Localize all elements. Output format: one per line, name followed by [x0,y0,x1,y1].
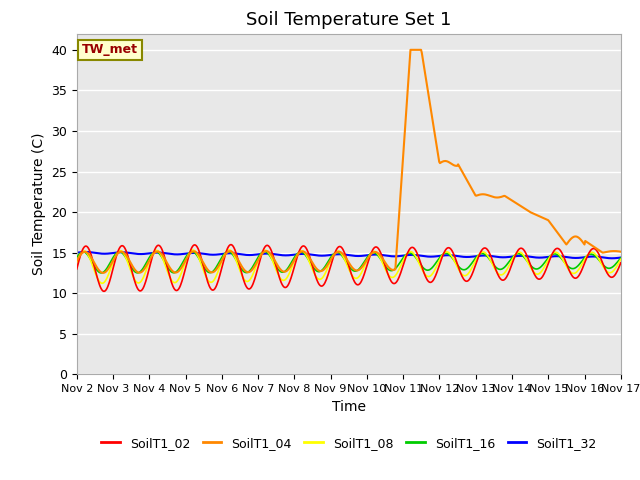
SoilT1_32 [140,251,147,257]
SoilT1_02 [417,259,424,265]
Line: SoilT1_02: SoilT1_02 [77,245,621,291]
Line: SoilT1_16: SoilT1_16 [77,252,621,273]
SoilT1_32 [223,251,231,256]
SoilT1_08 [417,263,424,269]
SoilT1_32 [84,249,92,255]
SoilT1_04 [617,249,625,254]
Line: SoilT1_32: SoilT1_32 [77,252,621,258]
SoilT1_16 [195,255,202,261]
Text: TW_met: TW_met [82,43,138,56]
SoilT1_08 [223,248,231,253]
SoilT1_02 [195,247,202,253]
SoilT1_32 [609,255,616,261]
Line: SoilT1_04: SoilT1_04 [77,50,621,273]
SoilT1_16 [260,249,268,254]
SoilT1_04 [83,250,90,255]
SoilT1_08 [140,275,147,280]
Title: Soil Temperature Set 1: Soil Temperature Set 1 [246,11,451,29]
SoilT1_16 [617,255,625,261]
SoilT1_16 [433,260,440,265]
SoilT1_32 [81,249,89,255]
SoilT1_08 [73,259,81,265]
SoilT1_04 [140,267,147,273]
SoilT1_04 [433,140,440,146]
SoilT1_08 [99,280,106,286]
Legend: SoilT1_02, SoilT1_04, SoilT1_08, SoilT1_16, SoilT1_32: SoilT1_02, SoilT1_04, SoilT1_08, SoilT1_… [96,432,602,455]
SoilT1_02 [433,271,440,277]
SoilT1_16 [223,249,231,254]
SoilT1_04 [223,250,231,255]
SoilT1_16 [140,265,147,271]
SoilT1_32 [195,250,202,256]
SoilT1_02 [83,243,90,249]
SoilT1_32 [617,255,625,261]
SoilT1_08 [617,256,625,262]
SoilT1_16 [417,261,424,267]
SoilT1_16 [83,251,90,257]
SoilT1_08 [83,250,90,255]
SoilT1_02 [223,246,231,252]
SoilT1_02 [227,242,235,248]
Line: SoilT1_08: SoilT1_08 [77,250,621,283]
SoilT1_04 [417,47,424,53]
SoilT1_04 [73,258,81,264]
SoilT1_02 [140,285,147,290]
SoilT1_04 [99,270,107,276]
SoilT1_02 [73,266,81,272]
SoilT1_32 [416,252,424,258]
SoilT1_08 [225,247,233,252]
Y-axis label: Soil Temperature (C): Soil Temperature (C) [31,133,45,275]
SoilT1_32 [73,250,81,255]
SoilT1_16 [73,255,81,261]
SoilT1_08 [433,264,440,270]
SoilT1_32 [431,253,439,259]
SoilT1_02 [100,288,108,294]
SoilT1_16 [97,270,105,276]
SoilT1_02 [617,260,625,266]
X-axis label: Time: Time [332,400,366,414]
SoilT1_04 [195,252,202,258]
SoilT1_04 [406,47,414,53]
SoilT1_08 [195,254,202,260]
